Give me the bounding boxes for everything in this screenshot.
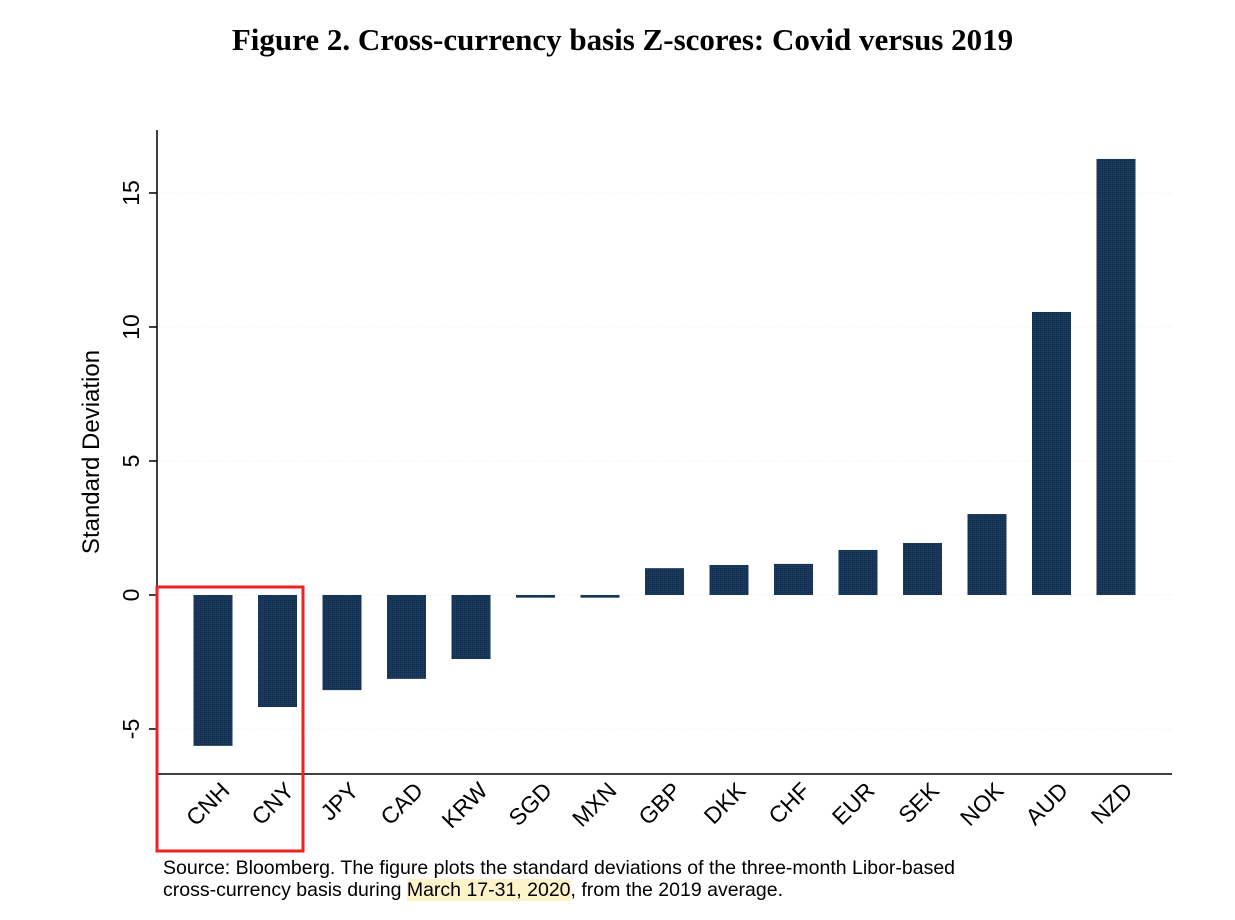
x-tick-label-gbp: GBP xyxy=(633,777,686,830)
y-ticks: -5 0 5 10 15 xyxy=(118,180,157,739)
x-tick-label-cnh: CNH xyxy=(181,777,235,831)
bar-mxn xyxy=(580,594,620,598)
caption-line-2-end: , from the 2019 average. xyxy=(570,879,783,901)
caption-line-2: cross-currency basis during March 17-31,… xyxy=(163,879,1163,901)
bar-nok xyxy=(967,514,1007,595)
bar-gbp xyxy=(645,568,684,595)
bar-sgd xyxy=(516,594,555,598)
bar-cny xyxy=(258,594,297,708)
caption-line-1: Source: Bloomberg. The figure plots the … xyxy=(163,857,956,879)
x-tick-label-aud: AUD xyxy=(1020,777,1073,830)
bar-eur xyxy=(838,549,878,595)
caption-line-2-start: cross-currency basis during xyxy=(163,879,407,901)
y-tick-label: 10 xyxy=(118,314,144,340)
highlight-box xyxy=(155,585,305,853)
chart-title: Figure 2. Cross-currency basis Z-scores:… xyxy=(231,22,1014,57)
caption-date-highlight: March 17-31, 2020 xyxy=(406,879,571,901)
gridlines xyxy=(157,192,1172,730)
x-tick-label-krw: KRW xyxy=(436,777,492,833)
bar-nzd xyxy=(1096,158,1136,595)
y-axis-label: Standard Deviation xyxy=(78,350,105,554)
x-tick-label-mxn: MXN xyxy=(567,777,622,832)
bar-chf xyxy=(774,563,813,595)
x-tick-label-jpy: JPY xyxy=(315,777,363,825)
y-tick-label: 5 xyxy=(118,455,144,468)
bar-dkk xyxy=(709,564,749,595)
x-tick-label-cny: CNY xyxy=(246,777,299,830)
x-tick-label-dkk: DKK xyxy=(699,777,751,829)
y-tick-label: 15 xyxy=(118,180,144,206)
x-tick-label-nzd: NZD xyxy=(1086,777,1138,829)
bars xyxy=(193,158,1136,746)
x-tick-labels: CNH CNY JPY CAD KRW SGD MXN GBP DKK CHF EUR SEK NOK A… xyxy=(181,777,1138,834)
x-tick-label-chf: CHF xyxy=(763,777,815,829)
x-tick-label-nok: NOK xyxy=(955,777,1009,831)
bar-sek xyxy=(903,542,942,595)
x-tick-label-cad: CAD xyxy=(375,777,428,830)
y-tick-label: 0 xyxy=(118,589,144,602)
x-tick-label-eur: EUR xyxy=(827,777,880,830)
axes xyxy=(156,130,1172,775)
x-tick-label-sgd: SGD xyxy=(503,777,557,831)
bar-aud xyxy=(1032,311,1071,595)
y-tick-label: -5 xyxy=(118,719,144,739)
figure-caption: Source: Bloomberg. The figure plots the … xyxy=(163,857,1163,901)
bar-cad xyxy=(387,594,426,679)
x-tick-label-sek: SEK xyxy=(893,777,944,828)
bar-krw xyxy=(451,594,491,660)
bar-jpy xyxy=(322,594,362,691)
bar-cnh xyxy=(193,594,233,746)
